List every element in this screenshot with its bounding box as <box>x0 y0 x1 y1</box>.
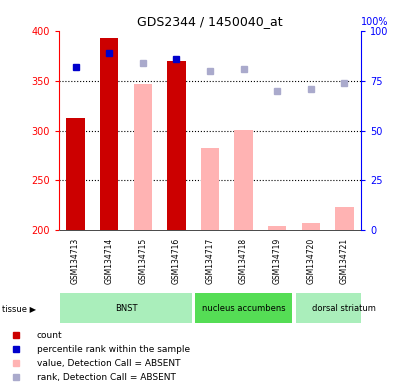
Text: GSM134721: GSM134721 <box>340 238 349 284</box>
Bar <box>302 223 320 230</box>
Bar <box>167 61 186 230</box>
Bar <box>134 84 152 230</box>
Text: BNST: BNST <box>115 304 137 313</box>
Bar <box>234 129 253 230</box>
Text: rank, Detection Call = ABSENT: rank, Detection Call = ABSENT <box>37 372 176 382</box>
Bar <box>66 118 85 230</box>
Text: tissue ▶: tissue ▶ <box>2 304 36 313</box>
Text: GSM134718: GSM134718 <box>239 238 248 284</box>
Text: GSM134717: GSM134717 <box>205 238 215 284</box>
Text: GSM134720: GSM134720 <box>306 238 315 284</box>
Text: nucleus accumbens: nucleus accumbens <box>202 304 286 313</box>
Bar <box>335 207 354 230</box>
Bar <box>100 38 118 230</box>
Text: GSM134714: GSM134714 <box>105 238 114 284</box>
Text: count: count <box>37 331 62 340</box>
Text: value, Detection Call = ABSENT: value, Detection Call = ABSENT <box>37 359 180 367</box>
Text: GSM134713: GSM134713 <box>71 238 80 284</box>
Text: GSM134715: GSM134715 <box>138 238 147 284</box>
Text: 100%: 100% <box>361 17 388 27</box>
Bar <box>201 147 219 230</box>
Bar <box>195 293 292 323</box>
Text: percentile rank within the sample: percentile rank within the sample <box>37 345 190 354</box>
Title: GDS2344 / 1450040_at: GDS2344 / 1450040_at <box>137 15 283 28</box>
Text: GSM134716: GSM134716 <box>172 238 181 284</box>
Text: GSM134719: GSM134719 <box>273 238 282 284</box>
Text: dorsal striatum: dorsal striatum <box>312 304 376 313</box>
Bar <box>296 293 393 323</box>
Bar <box>60 293 192 323</box>
Bar <box>268 227 286 230</box>
